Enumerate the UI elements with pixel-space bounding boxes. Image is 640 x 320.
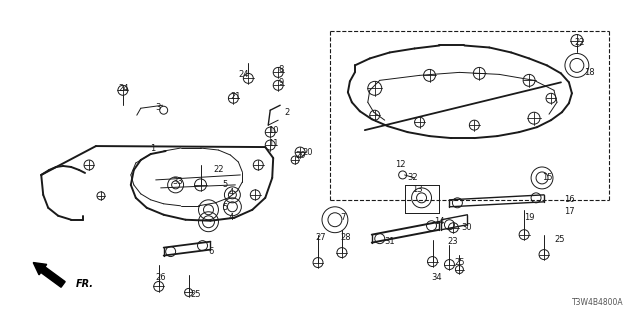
- Text: 18: 18: [584, 68, 595, 77]
- Text: 10: 10: [268, 126, 279, 135]
- Text: 29: 29: [295, 150, 306, 160]
- Text: 14: 14: [435, 217, 445, 226]
- Text: 24: 24: [238, 70, 249, 79]
- Text: 30: 30: [461, 223, 472, 232]
- Text: 11: 11: [268, 139, 279, 148]
- Text: 21: 21: [230, 92, 241, 101]
- Text: 26: 26: [156, 273, 166, 282]
- Text: FR.: FR.: [76, 279, 94, 290]
- Text: 22: 22: [214, 165, 224, 174]
- Text: 6: 6: [209, 247, 214, 256]
- Text: 20: 20: [302, 148, 312, 156]
- Text: 19: 19: [524, 213, 534, 222]
- Text: 2: 2: [284, 108, 289, 117]
- Text: 7: 7: [340, 213, 346, 222]
- Text: 27: 27: [315, 233, 326, 242]
- Text: 16: 16: [564, 195, 575, 204]
- Text: 24: 24: [119, 84, 129, 93]
- Text: 8: 8: [278, 65, 284, 74]
- Text: 25: 25: [191, 290, 201, 299]
- Text: 13: 13: [412, 185, 422, 194]
- Text: 22: 22: [574, 38, 584, 47]
- Text: 25: 25: [554, 235, 564, 244]
- Text: 32: 32: [408, 173, 419, 182]
- Text: 4: 4: [228, 213, 234, 222]
- Text: T3W4B4800A: T3W4B4800A: [572, 298, 623, 307]
- Text: 25: 25: [454, 258, 465, 267]
- Text: 1: 1: [150, 144, 156, 153]
- Text: 33: 33: [173, 177, 184, 187]
- Text: 15: 15: [542, 173, 552, 182]
- Text: 12: 12: [395, 160, 405, 170]
- Text: 23: 23: [447, 237, 458, 246]
- Text: 4: 4: [228, 188, 234, 197]
- Text: 28: 28: [340, 233, 351, 242]
- Text: 5: 5: [223, 203, 228, 212]
- Text: 5: 5: [223, 180, 228, 189]
- Text: 3: 3: [156, 103, 161, 112]
- Text: 31: 31: [385, 237, 396, 246]
- Text: 9: 9: [278, 78, 284, 87]
- Text: 17: 17: [564, 207, 575, 216]
- FancyArrow shape: [33, 262, 65, 287]
- Text: 34: 34: [431, 273, 442, 282]
